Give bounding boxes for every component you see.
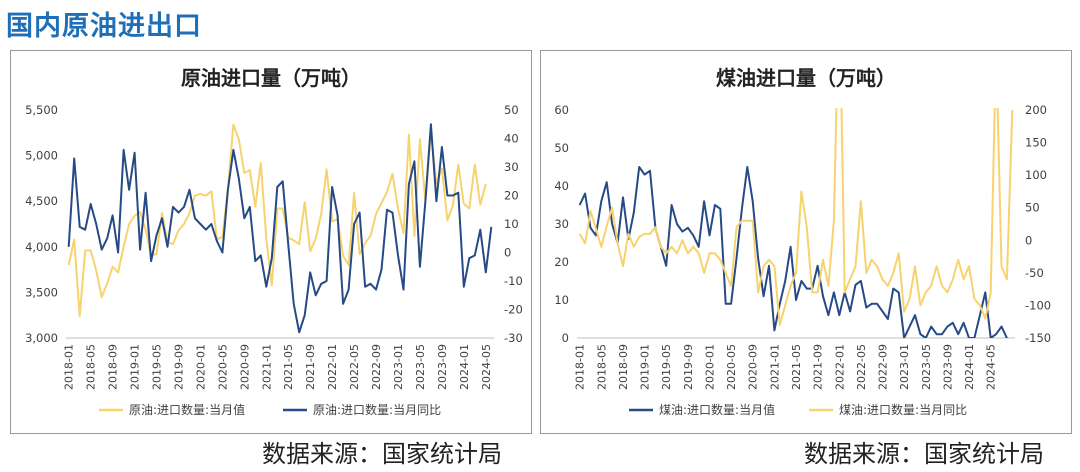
x-tick-label: 2018-09 xyxy=(617,344,630,390)
right-y-tick-label: -100 xyxy=(1025,298,1051,312)
legend-label: 原油:进口数量:当月值 xyxy=(129,402,245,417)
series-line-right-axis xyxy=(578,108,1014,326)
x-tick-label: 2020-01 xyxy=(703,344,716,390)
x-tick-label: 2020-01 xyxy=(194,344,207,390)
x-tick-label: 2021-05 xyxy=(282,344,295,390)
x-tick-label: 2020-05 xyxy=(725,344,738,390)
right-y-tick-label: 0 xyxy=(1025,233,1032,247)
left-y-tick-label: 60 xyxy=(554,103,569,117)
right-y-tick-label: 0 xyxy=(504,246,511,260)
legend-label: 煤油:进口数量:当月值 xyxy=(659,402,775,417)
x-tick-label: 2018-05 xyxy=(595,344,608,390)
crude-oil-chart-panel: 原油进口量（万吨） 3,000 3,500 4,000 4,500 5,000 5,500 -… xyxy=(10,50,532,434)
x-tick-label: 2024-01 xyxy=(963,344,976,390)
right-y-tick-label: -150 xyxy=(1025,331,1051,345)
x-tick-label: 2023-01 xyxy=(392,344,405,390)
x-tick-label: 2022-09 xyxy=(370,344,383,390)
x-tick-label: 2019-09 xyxy=(172,344,185,390)
x-tick-label: 2018-01 xyxy=(574,344,587,390)
left-y-tick-label: 4,500 xyxy=(25,194,58,208)
left-y-tick-label: 20 xyxy=(554,255,569,269)
left-y-tick-label: 0 xyxy=(562,331,569,345)
right-y-tick-label: 40 xyxy=(504,132,519,146)
x-tick-label: 2020-09 xyxy=(747,344,760,390)
left-y-tick-label: 10 xyxy=(554,293,569,307)
x-tick-label: 2019-05 xyxy=(660,344,673,390)
left-y-tick-label: 5,000 xyxy=(25,149,58,163)
series-line-left-axis xyxy=(578,166,1008,338)
left-y-tick-label: 5,500 xyxy=(25,103,58,117)
x-tick-label: 2022-01 xyxy=(833,344,846,390)
left-y-tick-label: 3,500 xyxy=(25,285,58,299)
left-y-tick-label: 30 xyxy=(554,217,569,231)
x-tick-label: 2019-01 xyxy=(129,344,142,390)
x-tick-label: 2018-05 xyxy=(85,344,98,390)
right-y-tick-label: 10 xyxy=(504,217,519,231)
x-tick-label: 2021-05 xyxy=(790,344,803,390)
x-tick-label: 2023-05 xyxy=(414,344,427,390)
chart-title: 煤油进口量（万吨） xyxy=(716,66,896,90)
legend-label: 原油:进口数量:当月同比 xyxy=(313,402,441,417)
x-tick-label: 2021-09 xyxy=(304,344,317,390)
x-tick-label: 2023-01 xyxy=(898,344,911,390)
series-line-right-axis xyxy=(67,123,493,334)
x-tick-label: 2020-09 xyxy=(238,344,251,390)
x-tick-label: 2024-01 xyxy=(458,344,471,390)
x-tick-label: 2022-05 xyxy=(855,344,868,390)
crude-oil-chart: 原油进口量（万吨） 3,000 3,500 4,000 4,500 5,000 5,500 -… xyxy=(25,66,523,417)
right-y-tick-label: -50 xyxy=(1025,266,1044,280)
right-y-tick-label: -20 xyxy=(504,303,523,317)
right-y-tick-label: -10 xyxy=(504,274,523,288)
x-tick-label: 2024-05 xyxy=(480,344,493,390)
x-tick-label: 2021-01 xyxy=(260,344,273,390)
source-note-left: 数据来源：国家统计局 xyxy=(262,440,502,468)
right-y-tick-label: 150 xyxy=(1025,136,1047,150)
x-tick-label: 2023-09 xyxy=(941,344,954,390)
x-tick-label: 2018-01 xyxy=(63,344,76,390)
x-tick-label: 2022-09 xyxy=(877,344,890,390)
right-y-tick-label: -30 xyxy=(504,331,523,345)
right-y-tick-label: 50 xyxy=(504,103,519,117)
left-y-tick-label: 40 xyxy=(554,179,569,193)
right-y-tick-label: 20 xyxy=(504,189,519,203)
left-y-tick-label: 3,000 xyxy=(25,331,58,345)
x-tick-label: 2022-05 xyxy=(348,344,361,390)
x-tick-label: 2018-09 xyxy=(107,344,120,390)
source-note-right: 数据来源：国家统计局 xyxy=(804,440,1044,468)
left-y-tick-label: 4,000 xyxy=(25,240,58,254)
x-tick-label: 2021-01 xyxy=(768,344,781,390)
x-tick-label: 2020-05 xyxy=(216,344,229,390)
x-tick-label: 2023-09 xyxy=(436,344,449,390)
x-tick-label: 2024-05 xyxy=(985,344,998,390)
x-tick-label: 2019-01 xyxy=(639,344,652,390)
right-y-tick-label: 200 xyxy=(1025,103,1047,117)
legend-label: 煤油:进口数量:当月同比 xyxy=(839,402,967,417)
page-title: 国内原油进出口 xyxy=(6,11,202,42)
right-y-tick-label: 30 xyxy=(504,160,519,174)
right-y-tick-label: 50 xyxy=(1025,201,1040,215)
x-tick-label: 2023-05 xyxy=(920,344,933,390)
kerosene-chart: 煤油进口量（万吨） 0 10 20 30 40 50 60 -150 -100 -50 0 50 100 1… xyxy=(554,66,1051,417)
x-tick-label: 2021-09 xyxy=(812,344,825,390)
chart-title: 原油进口量（万吨） xyxy=(181,66,361,90)
x-tick-label: 2019-09 xyxy=(682,344,695,390)
right-y-tick-label: 100 xyxy=(1025,168,1047,182)
x-tick-label: 2019-05 xyxy=(151,344,164,390)
kerosene-chart-panel: 煤油进口量（万吨） 0 10 20 30 40 50 60 -150 -100 -50 0 50 100 1… xyxy=(540,50,1072,434)
left-y-tick-label: 50 xyxy=(554,141,569,155)
x-tick-label: 2022-01 xyxy=(326,344,339,390)
